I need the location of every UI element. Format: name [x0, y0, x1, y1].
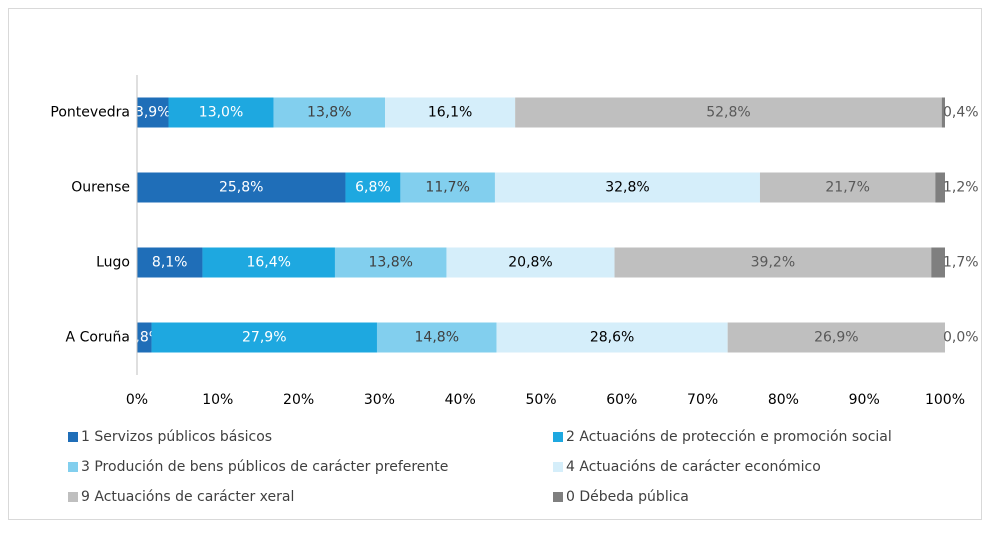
data-label: 6,8%: [355, 180, 391, 196]
bar-segment: [515, 97, 942, 128]
bar-segment: [273, 97, 386, 128]
y-tick-label: A Coruña: [66, 330, 130, 346]
bar-segment: [376, 322, 497, 353]
legend-label: 3 Produción de bens públicos de carácter…: [81, 459, 448, 475]
x-tick-label: 10%: [202, 392, 233, 408]
x-tick-label: 70%: [687, 392, 718, 408]
bar-segment: [137, 247, 203, 278]
x-tick-label: 40%: [445, 392, 476, 408]
x-tick-label: 90%: [849, 392, 880, 408]
data-label: 16,4%: [246, 255, 290, 271]
legend-swatch: [553, 432, 563, 442]
data-label: 26,9%: [814, 330, 858, 346]
legend-swatch: [553, 492, 563, 502]
bar-segment: [941, 97, 945, 128]
y-tick-label: Ourense: [71, 180, 130, 196]
bar-segment: [727, 322, 945, 353]
data-label: 3,9%: [135, 105, 171, 121]
bar-segment: [496, 322, 728, 353]
bar-segment: [935, 172, 945, 203]
bar-segment: [137, 172, 346, 203]
data-label: 52,8%: [706, 105, 750, 121]
data-label: 28,6%: [590, 330, 634, 346]
x-tick-label: 50%: [525, 392, 556, 408]
y-tick-label: Pontevedra: [50, 105, 130, 121]
data-label: 11,7%: [425, 180, 469, 196]
x-tick-label: 100%: [925, 392, 965, 408]
x-tick-label: 20%: [283, 392, 314, 408]
bar-segment: [614, 247, 932, 278]
bar-segment: [345, 172, 401, 203]
data-label: 13,8%: [307, 105, 351, 121]
legend-swatch: [68, 432, 78, 442]
data-label: 20,8%: [508, 255, 552, 271]
bar-segment: [400, 172, 495, 203]
data-label: 39,2%: [751, 255, 795, 271]
bar-segment: [931, 247, 945, 278]
data-label: 25,8%: [219, 180, 263, 196]
bar-segment: [385, 97, 516, 128]
data-label: 21,7%: [825, 180, 869, 196]
x-tick-label: 0%: [126, 392, 148, 408]
bar-segment: [202, 247, 335, 278]
data-label: 8,1%: [152, 255, 188, 271]
x-tick-label: 80%: [768, 392, 799, 408]
bar-segment: [137, 322, 152, 353]
data-label: 13,8%: [368, 255, 412, 271]
bar-segment: [446, 247, 615, 278]
bar-segment: [334, 247, 447, 278]
data-label: 16,1%: [428, 105, 472, 121]
bar-segment: [137, 97, 169, 128]
legend-label: 2 Actuacións de protección e promoción s…: [566, 429, 892, 445]
data-label: 0,0%: [943, 330, 979, 346]
x-tick-label: 30%: [364, 392, 395, 408]
legend-label: 4 Actuacións de carácter económico: [566, 459, 821, 475]
legend-swatch: [68, 492, 78, 502]
legend-label: 0 Débeda pública: [566, 489, 689, 505]
legend-label: 1 Servizos públicos básicos: [81, 429, 272, 445]
bar-segment: [151, 322, 377, 353]
data-label: 1,2%: [943, 180, 979, 196]
data-label: 0,4%: [943, 105, 979, 121]
data-label: 14,8%: [415, 330, 459, 346]
legend-swatch: [68, 462, 78, 472]
data-label: 1,7%: [943, 255, 979, 271]
data-label: 13,0%: [199, 105, 243, 121]
x-tick-label: 60%: [606, 392, 637, 408]
bar-segment: [759, 172, 936, 203]
legend-label: 9 Actuacións de carácter xeral: [81, 489, 294, 505]
bar-segment: [494, 172, 760, 203]
data-label: 32,8%: [605, 180, 649, 196]
y-tick-label: Lugo: [96, 255, 130, 271]
legend-swatch: [553, 462, 563, 472]
bar-segment: [168, 97, 274, 128]
data-label: 27,9%: [242, 330, 286, 346]
